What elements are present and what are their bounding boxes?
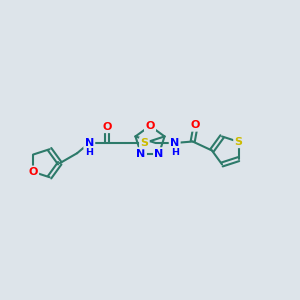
Text: N: N	[154, 148, 164, 159]
Text: N: N	[85, 138, 94, 148]
Text: H: H	[171, 148, 179, 157]
Text: S: S	[140, 138, 148, 148]
Text: N: N	[170, 138, 179, 148]
Text: O: O	[191, 120, 200, 130]
Text: O: O	[28, 167, 38, 177]
Text: H: H	[85, 148, 93, 157]
Text: O: O	[103, 122, 112, 132]
Text: S: S	[235, 137, 242, 147]
Text: N: N	[136, 148, 146, 159]
Text: O: O	[145, 121, 155, 131]
